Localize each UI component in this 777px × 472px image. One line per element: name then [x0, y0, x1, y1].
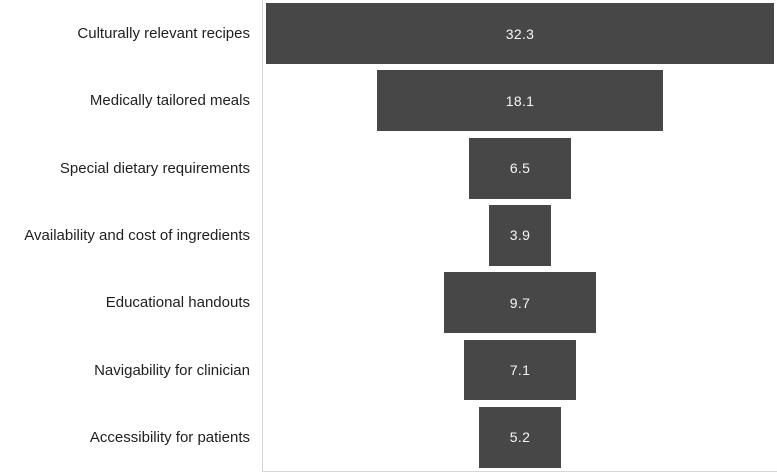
- funnel-bar: 32.3: [265, 3, 775, 65]
- funnel-bar: 18.1: [377, 70, 663, 132]
- bar-value-label: 32.3: [505, 25, 535, 42]
- bar-value-label: 6.5: [509, 160, 531, 177]
- bar-value-label: 5.2: [509, 429, 531, 446]
- bar-row: 3.9: [263, 202, 777, 269]
- category-label: Culturally relevant recipes: [77, 24, 250, 42]
- funnel-bar: 5.2: [479, 406, 561, 468]
- bar-value-label: 3.9: [509, 227, 531, 244]
- bar-row: 7.1: [263, 336, 777, 403]
- bar-row: 6.5: [263, 135, 777, 202]
- category-label: Medically tailored meals: [89, 92, 250, 110]
- category-label: Educational handouts: [105, 294, 250, 312]
- category-axis: Culturally relevant recipes Medically tai…: [0, 0, 262, 472]
- bar-row: 5.2: [263, 404, 777, 471]
- plot-area: 32.3 18.1 6.5 3.9 9.7 7.1 5.2: [262, 0, 777, 472]
- bar-row: 9.7: [263, 269, 777, 336]
- bar-value-label: 18.1: [505, 92, 535, 109]
- bar-row: 18.1: [263, 67, 777, 134]
- category-label: Navigability for clinician: [94, 361, 250, 379]
- funnel-bar: 3.9: [489, 205, 551, 266]
- bar-value-label: 7.1: [509, 362, 531, 379]
- bar-row: 32.3: [263, 0, 777, 67]
- bar-value-label: 9.7: [509, 294, 531, 311]
- funnel-bar: 9.7: [443, 272, 597, 334]
- funnel-bar: 7.1: [464, 339, 576, 401]
- category-label: Availability and cost of ingredients: [24, 226, 250, 244]
- category-label: Special dietary requirements: [59, 159, 250, 177]
- category-label: Accessibility for patients: [89, 429, 250, 447]
- funnel-bar: 6.5: [468, 137, 572, 199]
